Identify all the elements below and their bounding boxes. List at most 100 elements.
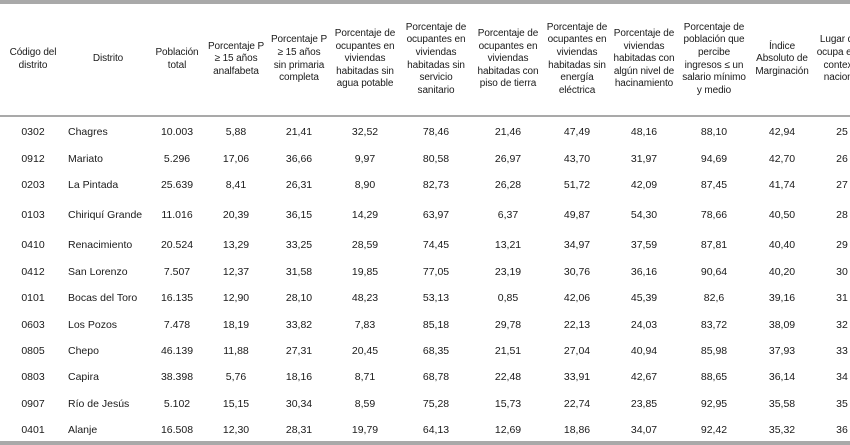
table-row: 0412 San Lorenzo 7.507 12,37 31,58 19,85… (0, 259, 850, 285)
cell-marginalization-index: 37,93 (768, 344, 796, 357)
cell-total-population: 16.508 (160, 424, 194, 437)
cell-no-sanitation-pct: 63,97 (422, 209, 450, 222)
cell-national-rank: 32 (836, 318, 848, 331)
cell-no-primary-pct: 27,31 (285, 344, 313, 357)
cell-no-sanitation-pct: 80,58 (422, 152, 450, 165)
cell-national-rank: 26 (836, 152, 848, 165)
cell-district: San Lorenzo (68, 265, 128, 278)
cell-national-rank: 25 (836, 126, 848, 139)
cell-overcrowding-pct: 37,59 (630, 239, 658, 252)
cell-marginalization-index: 41,74 (768, 178, 796, 191)
cell-national-rank: 27 (836, 178, 848, 191)
cell-marginalization-index: 38,09 (768, 318, 796, 331)
cell-district: Chagres (68, 126, 108, 139)
cell-district: Capira (68, 371, 99, 384)
cell-low-income-pct: 94,69 (700, 152, 728, 165)
cell-low-income-pct: 90,64 (700, 265, 728, 278)
cell-overcrowding-pct: 54,30 (630, 209, 658, 222)
cell-marginalization-index: 36,14 (768, 371, 796, 384)
cell-marginalization-index: 35,32 (768, 424, 796, 437)
table-row: 0805 Chepo 46.139 11,88 27,31 20,45 68,3… (0, 338, 850, 364)
cell-total-population: 7.478 (163, 318, 191, 331)
cell-district: Chiriquí Grande (68, 209, 143, 222)
cell-no-primary-pct: 28,31 (285, 424, 313, 437)
cell-district-code: 0805 (21, 344, 45, 357)
cell-total-population: 11.016 (161, 209, 193, 222)
cell-marginalization-index: 40,20 (768, 265, 796, 278)
cell-no-primary-pct: 36,66 (285, 152, 313, 165)
cell-overcrowding-pct: 45,39 (630, 292, 658, 305)
cell-low-income-pct: 87,81 (700, 239, 728, 252)
cell-overcrowding-pct: 48,16 (630, 126, 658, 139)
cell-district-code: 0101 (21, 292, 45, 305)
cell-marginalization-index: 42,70 (768, 152, 796, 165)
cell-national-rank: 35 (836, 397, 848, 410)
cell-no-primary-pct: 30,34 (285, 397, 313, 410)
cell-illiterate-pct: 8,41 (225, 178, 247, 191)
cell-illiterate-pct: 5,76 (225, 371, 247, 384)
cell-district-code: 0203 (21, 178, 45, 191)
cell-illiterate-pct: 12,37 (222, 265, 250, 278)
header-marginalization-index: Índice Absoluto de Marginación (755, 40, 809, 77)
cell-low-income-pct: 92,42 (700, 424, 728, 437)
table-row: 0203 La Pintada 25.639 8,41 26,31 8,90 8… (0, 172, 850, 198)
cell-dirt-floor-pct: 23,19 (494, 265, 522, 278)
cell-no-primary-pct: 31,58 (285, 265, 313, 278)
cell-total-population: 38.398 (160, 371, 194, 384)
cell-no-water-pct: 19,85 (351, 265, 379, 278)
header-no-primary-pct: Porcentaje P ≥ 15 años sin primaria comp… (270, 34, 328, 84)
cell-no-electricity-pct: 22,74 (563, 397, 591, 410)
cell-district: Chepo (68, 344, 99, 357)
header-low-income-pct: Porcentaje de población que percibe ingr… (682, 21, 746, 96)
cell-marginalization-index: 39,16 (768, 292, 796, 305)
table-row: 0302 Chagres 10.003 5,88 21,41 32,52 78,… (0, 119, 850, 145)
header-rule (0, 115, 850, 117)
cell-district: Renacimiento (68, 239, 133, 252)
cell-district: Alanje (68, 424, 98, 437)
cell-marginalization-index: 35,58 (768, 397, 796, 410)
cell-dirt-floor-pct: 13,21 (494, 239, 522, 252)
table-row: 0103 Chiriquí Grande 11.016 20,39 36,15 … (0, 198, 850, 232)
header-no-sanitation-pct: Porcentaje de ocupantes en viviendas hab… (405, 21, 467, 96)
table-row: 0912 Mariato 5.296 17,06 36,66 9,97 80,5… (0, 145, 850, 171)
cell-illiterate-pct: 12,90 (222, 292, 250, 305)
cell-national-rank: 34 (836, 371, 848, 384)
table-row: 0907 Río de Jesús 5.102 15,15 30,34 8,59… (0, 391, 850, 417)
cell-no-water-pct: 8,59 (354, 397, 376, 410)
header-overcrowding-pct: Porcentaje de viviendas habitadas con al… (613, 28, 675, 90)
cell-national-rank: 33 (836, 344, 848, 357)
cell-district-code: 0103 (21, 209, 45, 222)
header-district: Distrito (92, 53, 124, 65)
table-row: 0803 Capira 38.398 5,76 18,16 8,71 68,78… (0, 364, 850, 390)
cell-no-primary-pct: 33,25 (285, 239, 313, 252)
table-row: 0401 Alanje 16.508 12,30 28,31 19,79 64,… (0, 417, 850, 443)
cell-overcrowding-pct: 42,09 (630, 178, 658, 191)
cell-dirt-floor-pct: 21,51 (494, 344, 522, 357)
cell-illiterate-pct: 12,30 (222, 424, 250, 437)
cell-no-electricity-pct: 18,86 (563, 424, 591, 437)
cell-no-water-pct: 14,29 (351, 209, 379, 222)
cell-total-population: 5.296 (163, 152, 191, 165)
cell-no-primary-pct: 36,15 (285, 209, 313, 222)
table-body: 0302 Chagres 10.003 5,88 21,41 32,52 78,… (0, 115, 850, 443)
cell-no-sanitation-pct: 82,73 (422, 178, 450, 191)
cell-low-income-pct: 88,65 (700, 371, 728, 384)
cell-no-water-pct: 48,23 (351, 292, 379, 305)
cell-no-electricity-pct: 22,13 (563, 318, 591, 331)
cell-dirt-floor-pct: 29,78 (494, 318, 522, 331)
table-row: 0603 Los Pozos 7.478 18,19 33,82 7,83 85… (0, 311, 850, 337)
cell-district: Los Pozos (68, 318, 118, 331)
cell-national-rank: 30 (836, 265, 848, 278)
cell-no-water-pct: 28,59 (351, 239, 379, 252)
cell-no-sanitation-pct: 64,13 (422, 424, 450, 437)
cell-overcrowding-pct: 24,03 (630, 318, 658, 331)
cell-no-electricity-pct: 47,49 (563, 126, 591, 139)
cell-illiterate-pct: 18,19 (222, 318, 250, 331)
cell-no-primary-pct: 28,10 (285, 292, 313, 305)
cell-illiterate-pct: 5,88 (225, 126, 247, 139)
cell-no-water-pct: 20,45 (351, 344, 379, 357)
cell-no-electricity-pct: 51,72 (563, 178, 591, 191)
top-rule (0, 0, 850, 4)
cell-dirt-floor-pct: 12,69 (494, 424, 522, 437)
cell-total-population: 7.507 (163, 265, 191, 278)
